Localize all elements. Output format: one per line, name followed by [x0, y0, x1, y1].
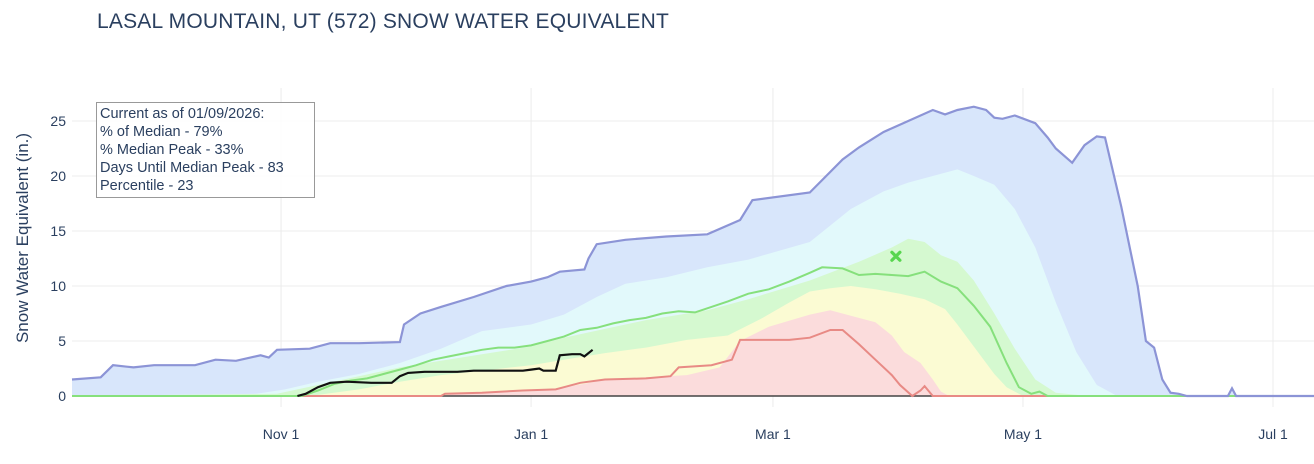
y-axis-ticks: 0 5 10 15 20 25 [50, 113, 66, 404]
chart-title: LASAL MOUNTAIN, UT (572) SNOW WATER EQUI… [97, 10, 670, 33]
info-current-date: Current as of 01/09/2026: [100, 106, 265, 122]
percentile-bands [72, 106, 1314, 396]
band-p50-area [72, 286, 1314, 396]
x-tick-label: Nov 1 [263, 426, 300, 442]
x-tick-label: Jul 1 [1258, 426, 1288, 442]
y-tick-label: 15 [50, 223, 66, 239]
x-axis-ticks: Nov 1 Jan 1 Mar 1 May 1 Jul 1 [263, 426, 1288, 442]
median-line [72, 266, 1314, 397]
x-tick-label: Jan 1 [514, 426, 548, 442]
y-tick-label: 5 [58, 333, 66, 349]
info-pct-median-peak: % Median Peak - 33% [100, 142, 244, 158]
y-tick-label: 25 [50, 113, 66, 129]
info-box: Current as of 01/09/2026: % of Median - … [96, 102, 315, 198]
median-peak-marker [890, 250, 902, 262]
x-tick-label: May 1 [1004, 426, 1042, 442]
info-pct-median: % of Median - 79% [100, 124, 223, 140]
max-line [71, 105, 1314, 398]
info-days-until-peak: Days Until Median Peak - 83 [100, 160, 284, 176]
info-percentile: Percentile - 23 [100, 178, 194, 194]
y-axis-title: Snow Water Equivalent (in.) [13, 133, 32, 343]
band-p30-area [72, 310, 1314, 396]
x-tick-label: Mar 1 [755, 426, 791, 442]
min-line [72, 329, 1314, 398]
series-lines [71, 105, 1314, 398]
y-tick-label: 0 [58, 388, 66, 404]
y-tick-label: 20 [50, 168, 66, 184]
y-tick-label: 10 [50, 278, 66, 294]
current-year-line [297, 348, 594, 398]
markers [890, 250, 902, 262]
